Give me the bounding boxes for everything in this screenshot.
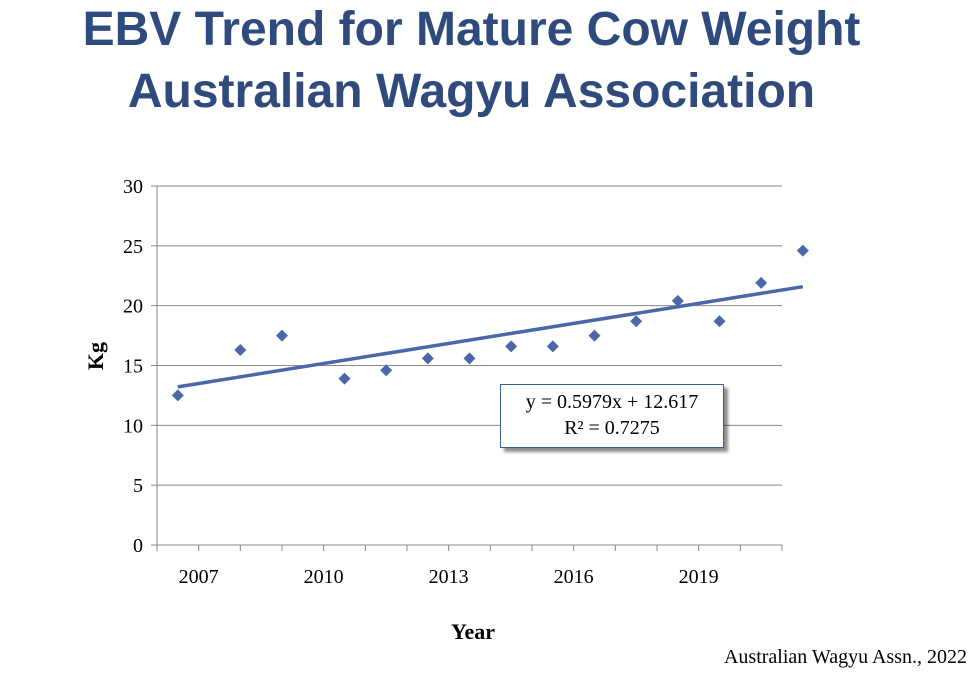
title-line-2: Australian Wagyu Association [127, 65, 816, 118]
data-point [630, 315, 643, 328]
trendline-equation: y = 0.5979x + 12.617 [525, 391, 699, 413]
y-tick-label: 30 [123, 176, 143, 198]
y-tick-label: 0 [133, 535, 143, 557]
trendline-group [177, 284, 804, 389]
source-note: Australian Wagyu Assn., 2022 [723, 646, 967, 668]
data-point [755, 276, 768, 289]
data-point [421, 352, 434, 365]
data-point [380, 364, 393, 377]
x-tick-label: 2016 [554, 566, 594, 588]
data-points [171, 244, 809, 402]
y-tick-label: 20 [123, 296, 143, 318]
title-line-1: EBV Trend for Mature Cow Weight [82, 3, 861, 56]
data-point [338, 372, 351, 385]
x-axis-title: Year [451, 619, 495, 644]
data-point [234, 343, 247, 356]
data-point [713, 315, 726, 328]
data-point [171, 389, 184, 402]
data-point [276, 329, 288, 342]
x-tick-label: 2010 [304, 566, 344, 588]
y-tick-label: 5 [133, 475, 143, 497]
trendline-r-squared: R² = 0.7275 [564, 417, 660, 439]
x-tick-label: 2019 [679, 566, 719, 588]
data-point [796, 244, 809, 257]
data-point [671, 294, 684, 307]
y-tick-label: 25 [123, 236, 143, 258]
data-point [505, 340, 518, 353]
data-point [546, 340, 559, 353]
y-axis-title: Kg [83, 342, 108, 370]
trendline [177, 284, 804, 389]
data-point [463, 352, 476, 365]
y-tick-label: 15 [123, 356, 143, 378]
y-tick-label: 10 [123, 415, 143, 437]
tick-labels: 0 5 10 15 20 25 30 2007 2010 2013 2016 2019 [123, 176, 719, 588]
x-tick-label: 2007 [179, 566, 219, 588]
trendline-equation-box: y = 0.5979x + 12.617 R² = 0.7275 [500, 384, 724, 448]
x-tick-label: 2013 [429, 566, 469, 588]
axes [151, 185, 783, 551]
data-point [588, 329, 601, 342]
